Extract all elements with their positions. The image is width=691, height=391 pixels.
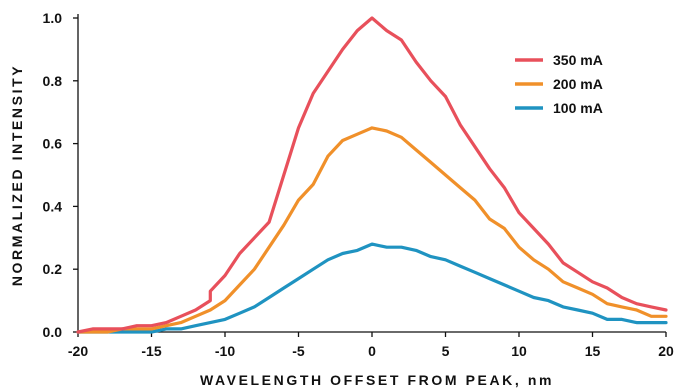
x-tick-label: -15 [141,343,161,359]
x-tick-label: 0 [368,343,376,359]
x-axis-title: WAVELENGTH OFFSET FROM PEAK, nm [200,372,554,388]
legend-label: 100 mA [553,100,603,116]
series-line-200-ma [76,126,668,334]
x-tick-label: -5 [292,343,305,359]
y-tick-label: 0.0 [43,324,63,340]
y-tick-label: 1.0 [43,10,63,26]
y-tick-label: 0.6 [43,136,63,152]
x-tick-label: 10 [511,343,527,359]
y-tick-label: 0.4 [43,198,63,214]
x-tick-label: 20 [658,343,674,359]
series-lines [76,16,668,334]
x-tick-label: -10 [215,343,235,359]
x-tick-label: 5 [442,343,450,359]
x-tick-label: -20 [68,343,88,359]
legend-label: 350 mA [553,52,603,68]
tick-marks [73,17,667,337]
tick-labels: -20 -15 -10 -5 0 5 10 15 20 0.0 0.2 0.4 0.6 0.8 1.0 [43,10,674,359]
series-line-350-ma [76,16,668,334]
y-axis-title: NORMALIZED INTENSITY [9,64,25,286]
y-tick-label: 0.8 [43,73,63,89]
legend: 350 mA 200 mA 100 mA [515,52,603,116]
legend-label: 200 mA [553,76,603,92]
y-tick-label: 0.2 [43,261,63,277]
series-line-100-ma [76,242,668,334]
x-tick-label: 15 [585,343,601,359]
